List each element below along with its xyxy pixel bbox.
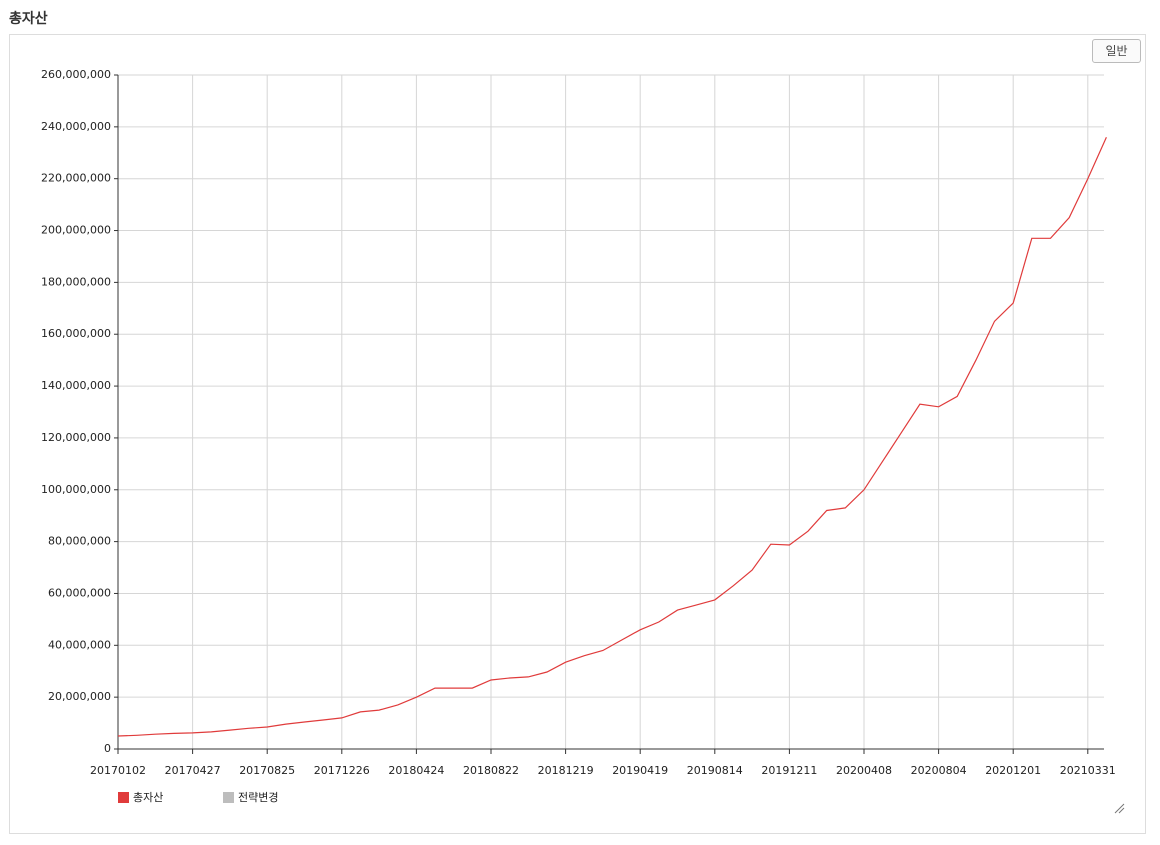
x-tick-label: 20181219 (538, 764, 594, 777)
x-tick-label: 20201201 (985, 764, 1041, 777)
x-tick-label: 20170427 (165, 764, 221, 777)
x-tick-label: 20170825 (239, 764, 295, 777)
legend-swatch (118, 792, 129, 803)
y-tick-label: 20,000,000 (48, 690, 111, 703)
x-tick-label: 20180424 (388, 764, 444, 777)
y-tick-label: 140,000,000 (41, 379, 111, 392)
legend-swatch (223, 792, 234, 803)
y-tick-label: 100,000,000 (41, 483, 111, 496)
y-tick-label: 260,000,000 (41, 68, 111, 81)
y-tick-label: 220,000,000 (41, 172, 111, 185)
y-tick-label: 40,000,000 (48, 638, 111, 651)
x-tick-label: 20180822 (463, 764, 519, 777)
x-tick-label: 20190419 (612, 764, 668, 777)
legend-label: 전략변경 (238, 791, 278, 804)
y-tick-label: 120,000,000 (41, 431, 111, 444)
y-tick-label: 80,000,000 (48, 535, 111, 548)
x-tick-label: 20191211 (761, 764, 817, 777)
y-tick-label: 60,000,000 (48, 586, 111, 599)
page-title: 총자산 (9, 11, 48, 27)
y-tick-label: 0 (104, 742, 111, 755)
y-tick-label: 240,000,000 (41, 120, 111, 133)
y-tick-label: 160,000,000 (41, 327, 111, 340)
x-tick-label: 20170102 (90, 764, 146, 777)
y-tick-label: 200,000,000 (41, 224, 111, 237)
chart-panel (9, 34, 1146, 834)
x-tick-label: 20171226 (314, 764, 370, 777)
x-tick-label: 20200804 (911, 764, 967, 777)
mode-button[interactable]: 일반 (1092, 39, 1141, 63)
x-tick-label: 20200408 (836, 764, 892, 777)
x-tick-label: 20190814 (687, 764, 743, 777)
legend-label: 총자산 (133, 791, 163, 804)
y-tick-label: 180,000,000 (41, 275, 111, 288)
resize-grip (1114, 803, 1125, 814)
series-line (117, 136, 1107, 737)
x-tick-label: 20210331 (1060, 764, 1116, 777)
